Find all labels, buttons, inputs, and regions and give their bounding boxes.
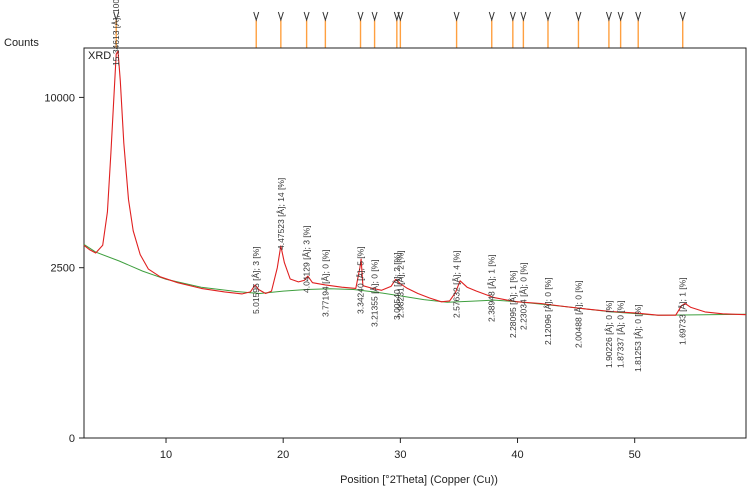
- peak-marker-arrow-10: [488, 11, 495, 22]
- peak-label: 4.47523 [Å]; 14 [%]: [276, 178, 286, 250]
- peak-marker-arrow-16: [617, 11, 624, 22]
- peak-label: 1.87337 [Å]; 0 [%]: [616, 300, 626, 368]
- y-axis-label: Counts: [4, 37, 39, 49]
- plot-frame: [83, 47, 747, 439]
- peak-marker-arrow-13: [545, 11, 551, 22]
- peak-label: 2.23034 [Å]; 0 [%]: [518, 262, 528, 330]
- peak-marker-arrow-11: [509, 11, 516, 22]
- peak-marker-arrow-12: [520, 11, 527, 22]
- x-axis-label: Position [°2Theta] (Copper (Cu)): [340, 474, 498, 486]
- peak-label: 1.90226 [Å]; 0 [%]: [604, 300, 614, 368]
- peak-label: 2.28095 [Å]; 1 [%]: [508, 270, 518, 338]
- measured-series: [83, 50, 747, 316]
- peak-marker-arrow-6: [371, 11, 378, 22]
- peak-label: 2.38948 [Å]; 1 [%]: [487, 254, 497, 322]
- x-tick-label: 50: [629, 449, 641, 461]
- peak-label: 2.57632 [Å]; 4 [%]: [452, 250, 462, 318]
- peak-label: 3.00540 [Å]; 2 [%]: [392, 252, 402, 320]
- y-tick-label: 10000: [44, 92, 75, 104]
- peak-label: 3.21355 [Å]; 0 [%]: [370, 259, 380, 327]
- peak-marker-arrow-8: [397, 11, 404, 22]
- peak-marker-arrow-14: [575, 11, 582, 22]
- peak-label: 5.01595 [Å]; 3 [%]: [251, 246, 261, 314]
- peak-marker-arrow-17: [635, 11, 642, 22]
- peak-marker-arrow-5: [357, 11, 364, 22]
- peak-label: 2.00488 [Å]; 0 [%]: [573, 280, 583, 348]
- background-series: [83, 243, 747, 316]
- peak-label: 4.04129 [Å]; 3 [%]: [302, 225, 312, 293]
- peak-label: 1.69733 [Å]; 1 [%]: [678, 277, 688, 345]
- y-tick-label: 2500: [51, 263, 75, 275]
- peak-marker-arrow-3: [303, 11, 310, 22]
- measured-line: [83, 50, 747, 316]
- peak-label: 2.12096 [Å]; 0 [%]: [543, 277, 553, 345]
- y-tick-label: 0: [69, 433, 75, 445]
- peak-marker-strip: [113, 11, 686, 48]
- peak-label: 3.34240 [Å]; 5 [%]: [356, 246, 366, 314]
- peak-marker-arrow-4: [322, 11, 329, 22]
- peak-marker-arrow-1: [253, 11, 260, 22]
- peak-marker-arrow-9: [453, 11, 460, 22]
- peak-marker-arrow-0: [113, 11, 120, 22]
- peak-label: 15.34613 [Å]; 100 [%]: [111, 0, 121, 66]
- x-tick-label: 30: [394, 449, 406, 461]
- x-tick-label: 10: [160, 449, 172, 461]
- background-line: [83, 243, 747, 316]
- x-tick-label: 40: [511, 449, 523, 461]
- peak-labels: 15.34613 [Å]; 100 [%] 5.01595 [Å]; 3 [%] 4…: [111, 0, 688, 372]
- peak-label: 1.81253 [Å]; 0 [%]: [633, 304, 643, 372]
- x-tick-label: 20: [277, 449, 289, 461]
- chart-title: XRD: [88, 50, 111, 62]
- peak-marker-arrow-2: [277, 11, 284, 22]
- peak-marker-arrow-18: [679, 11, 686, 22]
- peak-label: 3.77194 [Å]; 0 [%]: [320, 249, 330, 317]
- peak-label: 2.98231 [Å]; 2 [%]: [395, 250, 405, 318]
- peak-marker-arrow-15: [605, 11, 612, 22]
- axis-ticks: 0 2500 10000 10 20 30 40 50: [44, 92, 640, 461]
